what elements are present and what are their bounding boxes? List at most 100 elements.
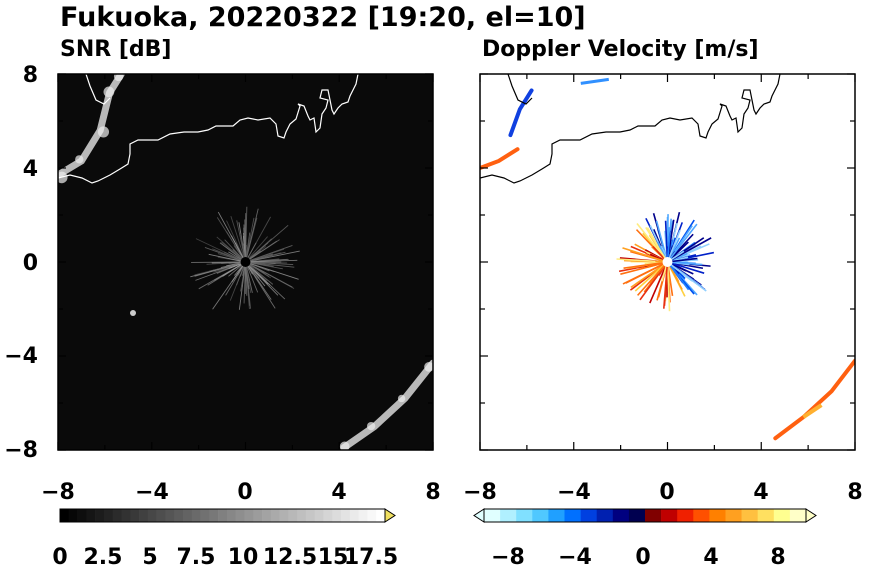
- doppler-colorbar-labels: −8 −4 0 4 8: [491, 545, 786, 570]
- coastline: [58, 74, 359, 184]
- coastline: [507, 74, 533, 105]
- colorbar-tick-label: 7.5: [177, 545, 216, 570]
- colorbar-tick-label: 15: [318, 545, 349, 570]
- colorbar-swatch: [532, 509, 549, 522]
- colorbar-tick-label: −4: [558, 545, 592, 570]
- colorbar-swatch: [709, 509, 726, 522]
- clutter-ray: [211, 261, 246, 264]
- doppler-colorbar: [473, 508, 817, 523]
- echo-blob: [424, 362, 433, 372]
- colorbar-swatch: [279, 509, 289, 522]
- clutter-ray: [245, 217, 258, 263]
- colorbar-swatch: [288, 509, 298, 522]
- clutter-ray: [245, 261, 252, 294]
- colorbar-swatch: [130, 509, 140, 522]
- clutter-ray: [225, 261, 246, 296]
- clutter-ray: [226, 220, 246, 263]
- colorbar-swatch: [314, 509, 324, 522]
- colorbar-swatch: [580, 509, 597, 522]
- colorbar-swatch: [332, 509, 342, 522]
- colorbar-swatch: [200, 509, 210, 522]
- colorbar-swatch: [367, 509, 377, 522]
- velocity-ray: [667, 261, 705, 274]
- velocity-ray: [662, 261, 669, 309]
- velocity-ray: [667, 261, 693, 282]
- colorbar-swatch: [262, 509, 272, 522]
- clutter-ray: [245, 261, 276, 309]
- clutter-ray: [224, 239, 246, 263]
- colorbar-swatch: [191, 509, 201, 522]
- echo-band: [508, 88, 534, 138]
- radar-site-marker: [240, 257, 251, 267]
- snr-axis-ticks: [57, 73, 434, 451]
- velocity-ray: [667, 261, 703, 266]
- colorbar-swatch: [68, 509, 78, 522]
- colorbar-swatch: [341, 509, 351, 522]
- colorbar-swatch: [112, 509, 122, 522]
- x-tick-label: 8: [425, 480, 440, 505]
- clutter-ray: [195, 261, 246, 281]
- colorbar-tick-label: 10: [228, 545, 259, 570]
- clutter-ray: [245, 251, 286, 263]
- colorbar-tick-label: 2.5: [84, 545, 123, 570]
- echo-blob: [130, 310, 136, 316]
- clutter-ray: [245, 261, 252, 309]
- colorbar-swatch: [147, 509, 157, 522]
- clutter-ray: [245, 261, 295, 268]
- clutter-ray: [245, 236, 268, 263]
- colorbar-swatch: [789, 509, 807, 522]
- x-tick-label: 8: [847, 480, 862, 505]
- colorbar-swatch: [516, 509, 533, 522]
- colorbar-extend-min: [473, 508, 485, 523]
- colorbar-swatch: [156, 509, 166, 522]
- x-tick-label: 4: [331, 480, 346, 505]
- velocity-ray: [637, 261, 669, 296]
- clutter-ray: [245, 261, 283, 270]
- clutter-ray: [216, 236, 246, 263]
- echo-band: [480, 147, 520, 170]
- clutter-ray: [245, 259, 298, 263]
- colorbar-swatch: [297, 509, 307, 522]
- colorbar-swatch: [139, 509, 149, 522]
- velocity-ray: [645, 226, 669, 263]
- colorbar-swatch: [244, 509, 254, 522]
- snr-panel-title: SNR [dB]: [60, 37, 171, 62]
- doppler-echo-layer: [480, 77, 855, 441]
- colorbar-swatch: [677, 509, 694, 522]
- doppler-axis-ticks: [479, 73, 856, 451]
- colorbar-swatch: [376, 509, 386, 522]
- colorbar-swatch: [103, 509, 114, 522]
- echo-blob: [75, 155, 84, 164]
- echo-band: [580, 77, 609, 85]
- x-tick-label: −8: [463, 480, 497, 505]
- colorbar-tick-label: 0: [52, 545, 67, 570]
- colorbar-swatch: [165, 509, 175, 522]
- doppler-panel: [479, 73, 856, 451]
- colorbar-swatch: [218, 509, 228, 522]
- snr-colorbar-labels: 0 2.5 5 7.5 10 12.5 15 17.5: [52, 545, 398, 570]
- echo-blob: [103, 86, 115, 98]
- colorbar-swatch: [564, 509, 581, 522]
- y-tick-label: 0: [23, 251, 38, 276]
- colorbar-swatch: [174, 509, 184, 522]
- colorbar-swatch: [741, 509, 758, 522]
- snr-y-tick-labels: 8 4 0 −4 −8: [4, 63, 38, 463]
- snr-radial-clutter: [190, 206, 300, 310]
- velocity-ray: [622, 247, 668, 263]
- clutter-ray: [212, 261, 246, 310]
- snr-echo-layer: [58, 74, 433, 450]
- x-tick-label: 0: [659, 480, 674, 505]
- colorbar-frame: [483, 508, 807, 523]
- x-tick-label: −4: [557, 480, 591, 505]
- y-tick-label: 8: [23, 63, 38, 88]
- clutter-ray: [245, 261, 259, 293]
- velocity-ray: [664, 220, 669, 263]
- clutter-ray: [230, 215, 246, 263]
- colorbar-swatch: [757, 509, 775, 522]
- echo-blob: [397, 394, 406, 403]
- echo-blob: [97, 126, 110, 138]
- colorbar-frame: [59, 508, 386, 523]
- colorbar-swatch: [484, 509, 501, 522]
- y-tick-label: 4: [23, 157, 38, 182]
